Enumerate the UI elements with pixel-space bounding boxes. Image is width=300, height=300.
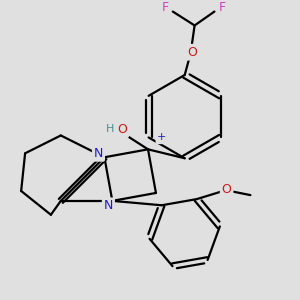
Text: N: N	[104, 199, 113, 212]
Text: O: O	[117, 123, 127, 136]
Text: O: O	[188, 46, 198, 59]
Text: F: F	[161, 1, 168, 14]
Text: F: F	[219, 1, 226, 14]
Text: +: +	[157, 132, 167, 142]
Text: H: H	[106, 124, 115, 134]
Text: N: N	[94, 147, 103, 160]
Text: O: O	[222, 183, 232, 196]
